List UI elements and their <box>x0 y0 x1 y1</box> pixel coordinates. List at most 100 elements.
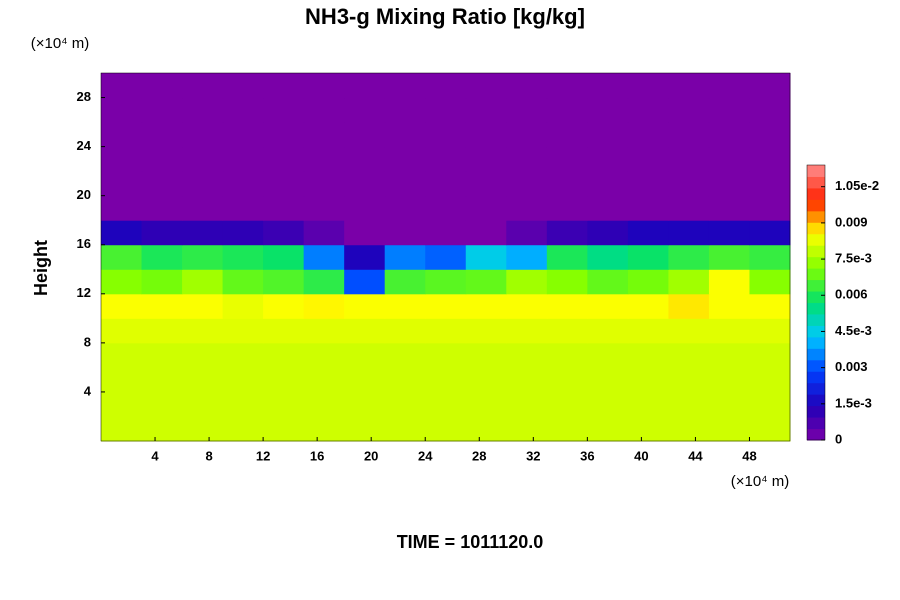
cell <box>101 195 143 221</box>
cell <box>384 122 426 148</box>
cell <box>182 342 224 368</box>
cell <box>708 318 750 344</box>
cell <box>101 293 143 319</box>
x-tick-label: 48 <box>742 448 756 463</box>
cell <box>141 195 183 221</box>
cell <box>668 195 710 221</box>
cell <box>384 97 426 123</box>
cell <box>587 171 629 197</box>
x-tick-label: 44 <box>688 448 703 463</box>
cell <box>182 367 224 393</box>
x-tick-label: 36 <box>580 448 594 463</box>
cell <box>587 342 629 368</box>
cell <box>587 146 629 172</box>
colorbar-step <box>807 268 825 281</box>
cell <box>263 73 305 99</box>
cell <box>587 318 629 344</box>
cell <box>668 244 710 270</box>
cell <box>668 391 710 417</box>
cell <box>101 318 143 344</box>
colorbar-step <box>807 291 825 303</box>
cell <box>708 220 750 246</box>
cell <box>303 244 345 270</box>
y-tick-label: 20 <box>77 187 91 202</box>
cell <box>668 73 710 99</box>
cell <box>425 293 467 319</box>
y-tick-label: 16 <box>77 236 91 251</box>
cell <box>627 171 669 197</box>
cell <box>546 269 588 295</box>
cell <box>303 171 345 197</box>
x-tick-label: 28 <box>472 448 486 463</box>
cell <box>546 367 588 393</box>
x-tick-label: 40 <box>634 448 648 463</box>
cell <box>587 391 629 417</box>
cell <box>141 122 183 148</box>
cell <box>546 391 588 417</box>
cell <box>263 416 305 442</box>
cell <box>425 171 467 197</box>
cell <box>222 318 264 344</box>
cell <box>303 269 345 295</box>
cell <box>546 122 588 148</box>
cell <box>668 97 710 123</box>
cell <box>708 293 750 319</box>
cell <box>506 367 548 393</box>
cell <box>344 342 386 368</box>
cell <box>465 220 507 246</box>
cell <box>344 367 386 393</box>
cell <box>344 416 386 442</box>
cell <box>465 391 507 417</box>
cell <box>222 367 264 393</box>
cell <box>627 391 669 417</box>
cell <box>749 342 791 368</box>
cell <box>465 146 507 172</box>
cell <box>546 146 588 172</box>
colorbar-tick-label: 0.003 <box>835 359 868 374</box>
cell <box>587 195 629 221</box>
cell <box>303 122 345 148</box>
x-tick-label: 24 <box>418 448 433 463</box>
cell <box>222 269 264 295</box>
cell <box>587 97 629 123</box>
cell <box>101 342 143 368</box>
cell <box>222 391 264 417</box>
cell <box>182 97 224 123</box>
cell <box>101 97 143 123</box>
cell <box>546 244 588 270</box>
cell <box>101 220 143 246</box>
cell <box>425 146 467 172</box>
cell <box>546 318 588 344</box>
colorbar-tick-label: 0.009 <box>835 214 868 229</box>
cell <box>344 318 386 344</box>
cell <box>182 391 224 417</box>
cell <box>263 146 305 172</box>
cell <box>425 195 467 221</box>
cell <box>465 244 507 270</box>
cell <box>465 122 507 148</box>
cell <box>303 391 345 417</box>
cell <box>384 244 426 270</box>
cell <box>749 171 791 197</box>
cell <box>749 97 791 123</box>
cell <box>384 391 426 417</box>
cell <box>506 416 548 442</box>
cell <box>303 293 345 319</box>
cell <box>263 244 305 270</box>
cell <box>182 195 224 221</box>
cell <box>101 122 143 148</box>
cell <box>384 367 426 393</box>
cell <box>384 342 426 368</box>
cell <box>506 342 548 368</box>
cell <box>344 293 386 319</box>
cell <box>627 97 669 123</box>
cell <box>506 244 548 270</box>
cell <box>749 391 791 417</box>
cell <box>627 342 669 368</box>
cell <box>627 269 669 295</box>
cell <box>344 391 386 417</box>
x-tick-label: 4 <box>151 448 159 463</box>
cell <box>708 244 750 270</box>
cell <box>749 146 791 172</box>
cell <box>303 220 345 246</box>
